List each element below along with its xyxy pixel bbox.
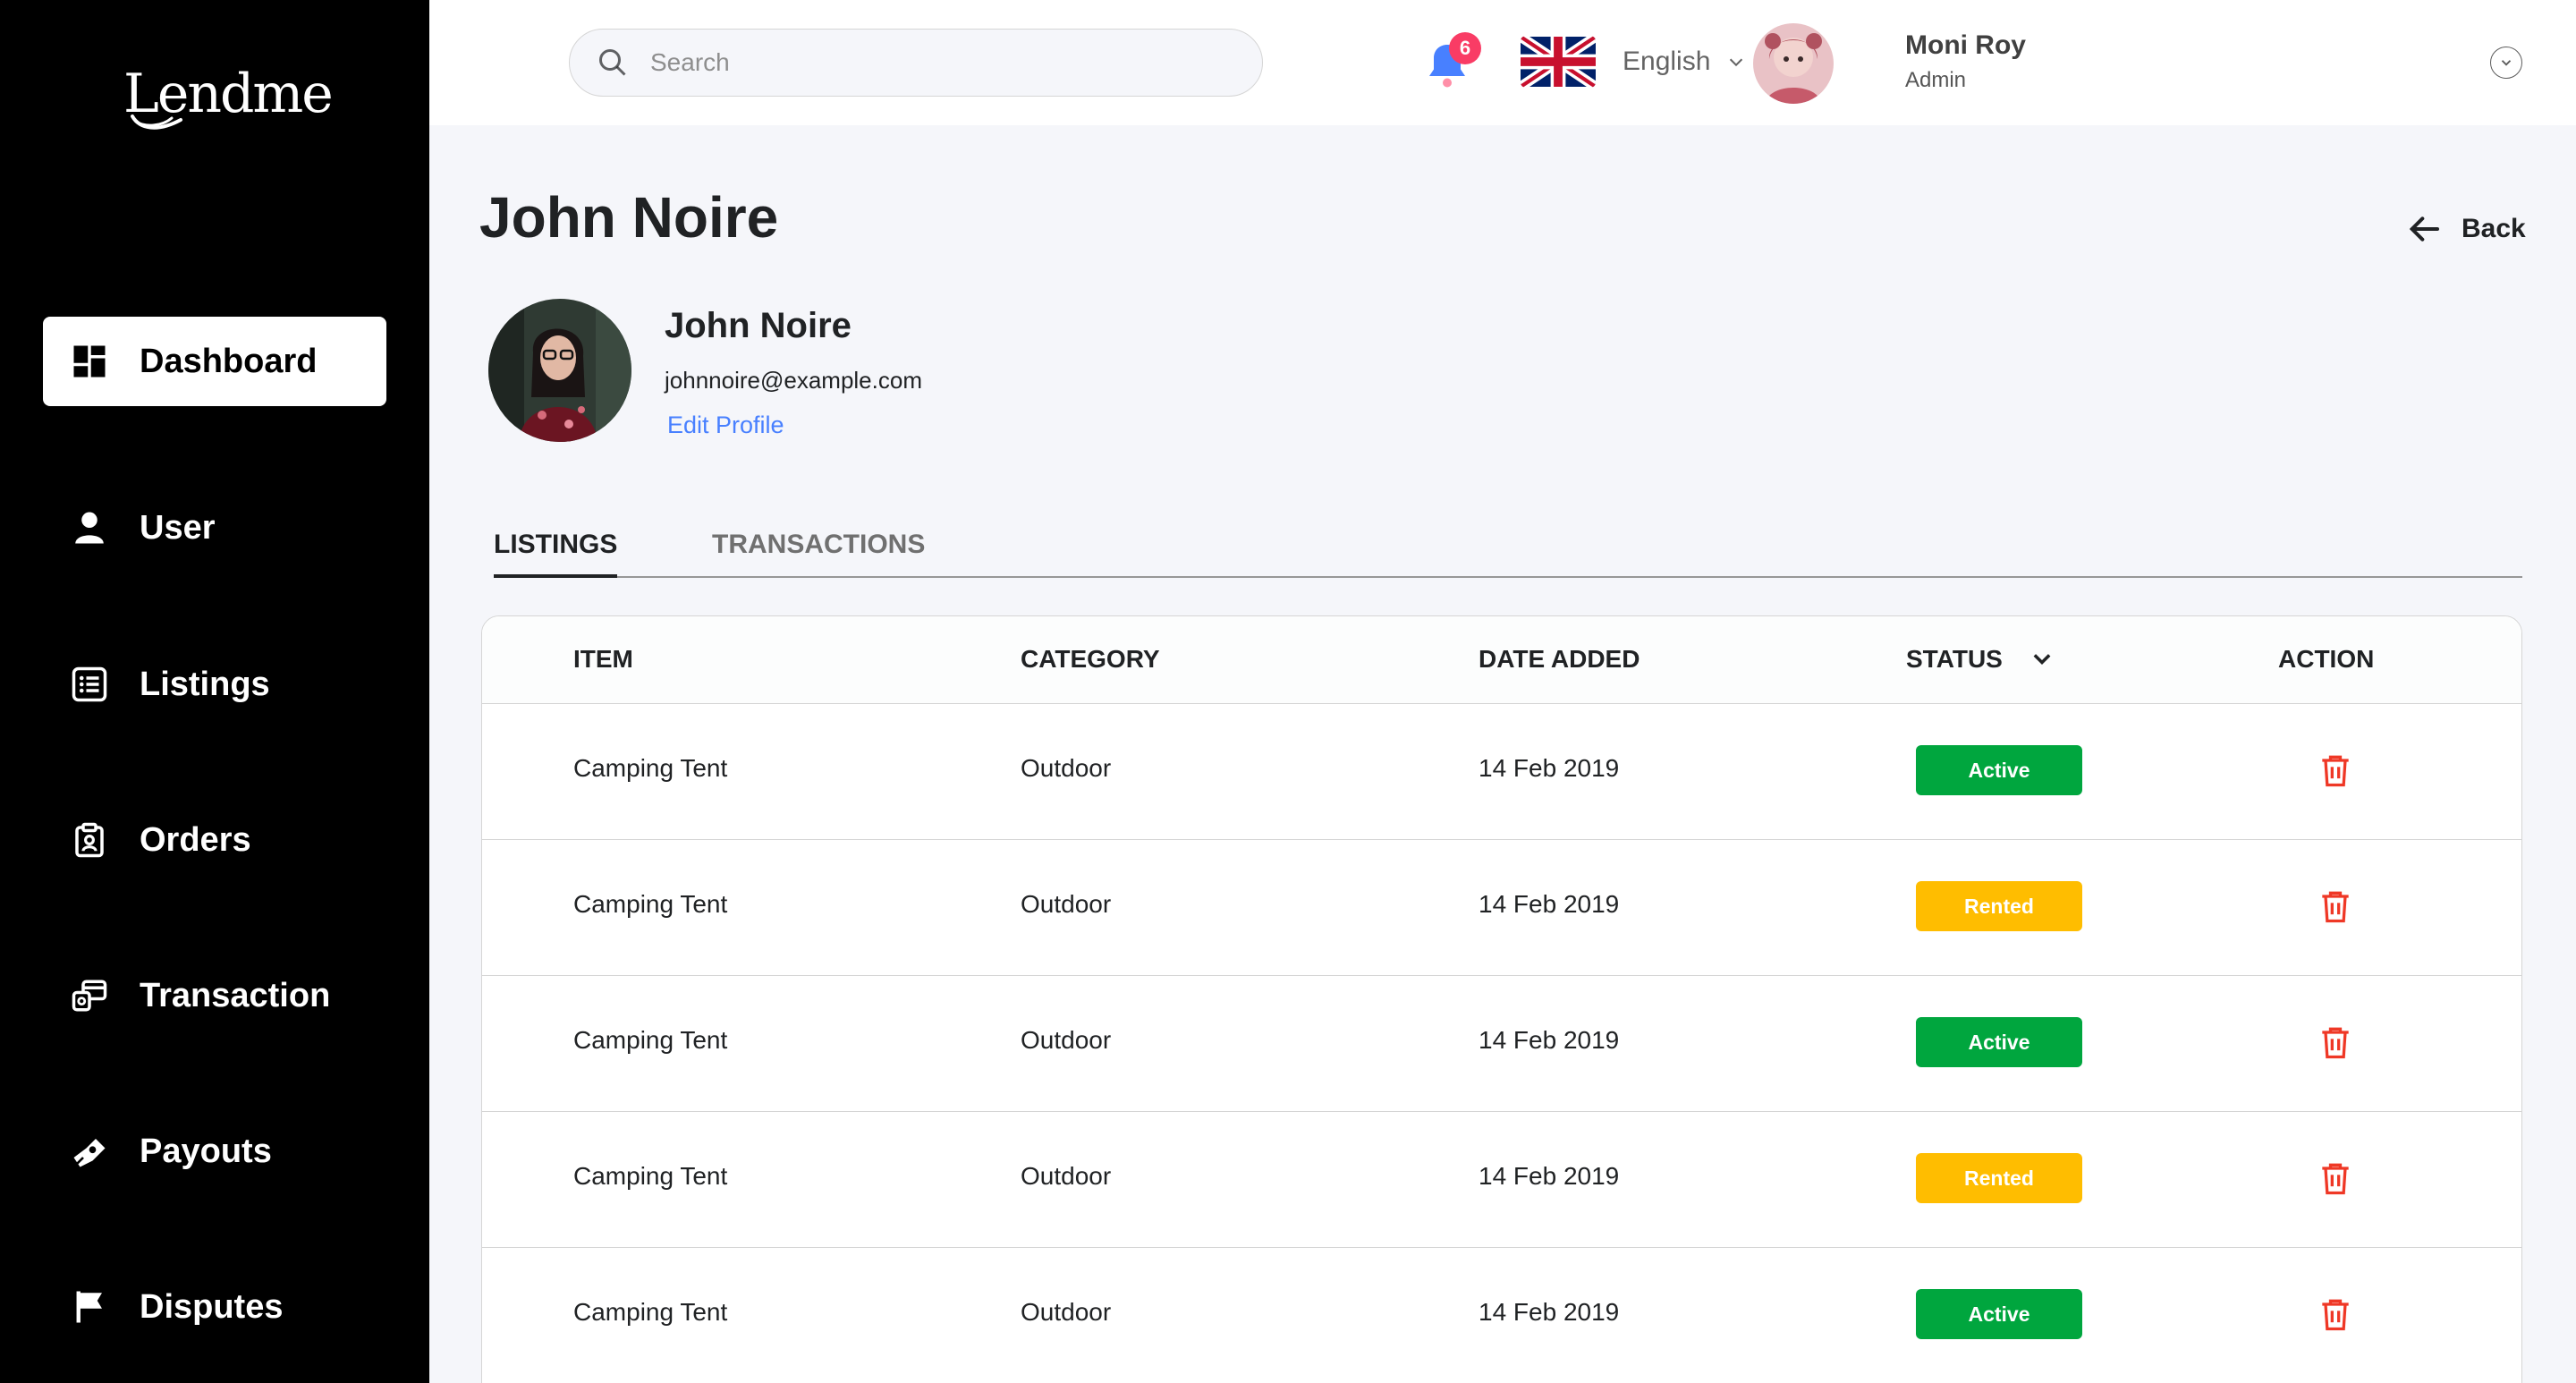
user-role: Admin <box>1905 68 1967 92</box>
search-bar[interactable] <box>569 29 1263 97</box>
edit-profile-link[interactable]: Edit Profile <box>667 412 784 438</box>
tab-transactions[interactable]: TRANSACTIONS <box>712 530 926 559</box>
chevron-down-icon[interactable] <box>2029 647 2055 672</box>
trash-icon[interactable] <box>2316 887 2355 926</box>
column-header-item: ITEM <box>573 645 633 673</box>
table-row: Camping Tent Outdoor 14 Feb 2019 Rented <box>482 840 2521 976</box>
status-badge: Active <box>1916 1017 2082 1067</box>
item-cell: Camping Tent <box>573 1026 728 1054</box>
category-cell: Outdoor <box>1021 754 1112 782</box>
date-cell: 14 Feb 2019 <box>1479 754 1620 782</box>
trash-icon[interactable] <box>2316 1022 2355 1062</box>
column-header-date-added: DATE ADDED <box>1479 645 1640 673</box>
category-cell: Outdoor <box>1021 1026 1112 1054</box>
sidebar-item-label: Payouts <box>140 1132 272 1170</box>
profile-email: johnnoire@example.com <box>665 367 922 394</box>
item-cell: Camping Tent <box>573 1298 728 1326</box>
status-badge: Active <box>1916 745 2082 795</box>
sidebar-item-dashboard[interactable]: Dashboard <box>43 317 386 406</box>
item-cell: Camping Tent <box>573 890 728 918</box>
hand-icon <box>131 115 182 130</box>
sidebar-item-disputes[interactable]: Disputes <box>43 1262 386 1352</box>
status-badge: Rented <box>1916 1153 2082 1203</box>
sidebar-item-transaction[interactable]: Transaction <box>43 951 386 1040</box>
tab-bar: LISTINGS TRANSACTIONS <box>494 522 2522 578</box>
top-header <box>429 0 2576 125</box>
column-header-category: CATEGORY <box>1021 645 1160 673</box>
sidebar: Lendme Dashboard User Listings Orders <box>0 0 429 1383</box>
column-header-status-label: STATUS <box>1906 645 2003 673</box>
page-title: John Noire <box>479 185 779 250</box>
payout-icon <box>70 1132 109 1171</box>
status-badge: Rented <box>1916 881 2082 931</box>
chevron-down-icon <box>2501 60 2512 66</box>
date-cell: 14 Feb 2019 <box>1479 890 1620 918</box>
category-cell: Outdoor <box>1021 890 1112 918</box>
sidebar-item-label: Disputes <box>140 1287 284 1326</box>
user-avatar[interactable] <box>1753 23 1834 104</box>
app-logo[interactable]: Lendme <box>123 63 334 143</box>
table-row: Camping Tent Outdoor 14 Feb 2019 Active <box>482 704 2521 840</box>
listings-table: ITEM CATEGORY DATE ADDED STATUS ACTION C… <box>481 615 2522 1383</box>
chevron-down-icon <box>1730 58 1743 67</box>
table-header: ITEM CATEGORY DATE ADDED STATUS ACTION <box>482 616 2521 704</box>
sidebar-item-listings[interactable]: Listings <box>43 640 386 729</box>
sidebar-item-label: Orders <box>140 820 251 859</box>
logo-text: Lendme <box>123 63 334 125</box>
table-row: Camping Tent Outdoor 14 Feb 2019 Rented <box>482 1112 2521 1248</box>
uk-flag-icon[interactable] <box>1521 36 1596 88</box>
sidebar-item-label: Transaction <box>140 976 331 1014</box>
transaction-icon <box>70 976 109 1015</box>
table-row: Camping Tent Outdoor 14 Feb 2019 Active <box>482 976 2521 1112</box>
column-header-status[interactable]: STATUS <box>1906 645 2055 674</box>
profile-name: John Noire <box>665 306 852 345</box>
tab-listings[interactable]: LISTINGS <box>494 530 618 578</box>
list-icon <box>70 665 109 704</box>
sidebar-item-user[interactable]: User <box>43 483 386 573</box>
flag-icon <box>70 1287 109 1327</box>
user-name: Moni Roy <box>1905 30 2026 60</box>
column-header-action: ACTION <box>2278 645 2375 673</box>
category-cell: Outdoor <box>1021 1298 1112 1326</box>
date-cell: 14 Feb 2019 <box>1479 1162 1620 1190</box>
language-selector[interactable]: English <box>1623 47 1746 77</box>
sidebar-item-orders[interactable]: Orders <box>43 795 386 885</box>
notification-count-badge: 6 <box>1449 32 1481 64</box>
search-input[interactable] <box>650 48 1223 77</box>
date-cell: 14 Feb 2019 <box>1479 1298 1620 1326</box>
category-cell: Outdoor <box>1021 1162 1112 1190</box>
item-cell: Camping Tent <box>573 1162 728 1190</box>
language-label: English <box>1623 47 1711 76</box>
sidebar-item-label: Dashboard <box>140 342 318 380</box>
sidebar-item-label: Listings <box>140 665 270 703</box>
user-menu-button[interactable] <box>2490 47 2522 79</box>
trash-icon[interactable] <box>2316 1158 2355 1198</box>
trash-icon[interactable] <box>2316 1294 2355 1334</box>
search-icon <box>599 49 626 76</box>
date-cell: 14 Feb 2019 <box>1479 1026 1620 1054</box>
trash-icon[interactable] <box>2316 751 2355 790</box>
sidebar-item-payouts[interactable]: Payouts <box>43 1107 386 1196</box>
back-label: Back <box>2462 214 2526 243</box>
status-badge: Active <box>1916 1289 2082 1339</box>
dashboard-icon <box>70 342 109 381</box>
user-icon <box>70 508 109 547</box>
profile-avatar <box>488 299 631 442</box>
sidebar-item-label: User <box>140 508 216 547</box>
arrow-left-icon <box>2409 216 2439 242</box>
table-row: Camping Tent Outdoor 14 Feb 2019 Active <box>482 1248 2521 1383</box>
item-cell: Camping Tent <box>573 754 728 782</box>
back-button[interactable]: Back <box>2406 211 2526 247</box>
clipboard-icon <box>70 820 109 860</box>
